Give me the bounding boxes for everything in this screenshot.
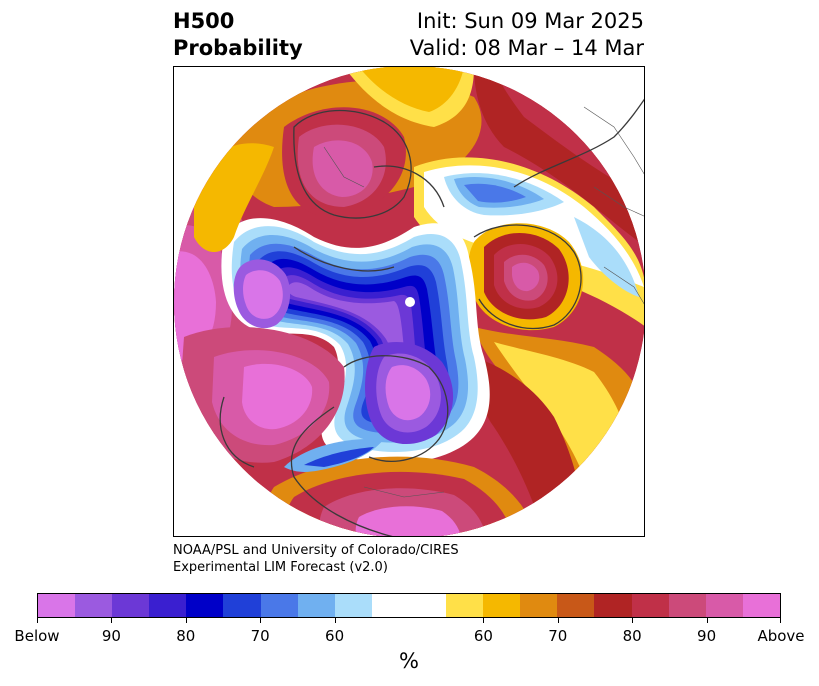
colorbar-tick [706, 618, 708, 623]
colorbar-tick-label: 70 [548, 627, 568, 645]
colorbar-above-segment [668, 594, 706, 617]
colorbar-above-segment [483, 594, 521, 617]
polar-map [173, 66, 645, 537]
colorbar-tick-label: 80 [622, 627, 642, 645]
colorbar-neutral-segment [371, 594, 447, 617]
colorbar-above-segment [594, 594, 632, 617]
colorbar-below-segment [38, 594, 76, 617]
colorbar-below-segment [223, 594, 261, 617]
north-pole-marker [405, 297, 415, 307]
colorbar-tick-label: 60 [473, 627, 493, 645]
colorbar-above-segment [705, 594, 743, 617]
probability-map-svg [174, 67, 644, 536]
colorbar-above-segment [520, 594, 558, 617]
title-variable: H500 [173, 9, 235, 33]
map-title-left: H500 Probability [173, 8, 303, 62]
colorbar-tick [483, 618, 485, 623]
colorbar-tick-label: 80 [176, 627, 196, 645]
colorbar-tick-label: 70 [250, 627, 270, 645]
colorbar-tick-label: Below [14, 627, 60, 645]
colorbar-tick [260, 618, 262, 623]
map-title-right: Init: Sun 09 Mar 2025 Valid: 08 Mar – 14… [410, 8, 644, 62]
colorbar-below-segment [186, 594, 224, 617]
probability-colorbar [37, 593, 781, 618]
init-date: Init: Sun 09 Mar 2025 [416, 9, 644, 33]
credit-institution: NOAA/PSL and University of Colorado/CIRE… [173, 543, 459, 558]
colorbar-above-segment [631, 594, 669, 617]
colorbar-tick-label: 90 [101, 627, 121, 645]
colorbar-tick [185, 618, 187, 623]
colorbar-below-segment [149, 594, 187, 617]
colorbar-tick [111, 618, 113, 623]
colorbar-tick-label: 60 [325, 627, 345, 645]
map-credit: NOAA/PSL and University of Colorado/CIRE… [173, 542, 459, 576]
colorbar-above-segment [742, 594, 780, 617]
colorbar-tick-label: 90 [697, 627, 717, 645]
colorbar-above-segment [446, 594, 484, 617]
colorbar-tick [557, 618, 559, 623]
borders [323, 106, 644, 498]
colorbar-below-segment [297, 594, 335, 617]
colorbar-below-segment [334, 594, 372, 617]
colorbar-tick [334, 618, 336, 623]
coastlines [219, 98, 644, 536]
colorbar-tick [632, 618, 634, 623]
colorbar-below-segment [75, 594, 113, 617]
valid-range: Valid: 08 Mar – 14 Mar [409, 36, 644, 60]
colorbar-below-segment [112, 594, 150, 617]
colorbar-tick-label: Above [757, 627, 805, 645]
colorbar-tick [37, 618, 38, 623]
colorbar-below-segment [260, 594, 298, 617]
title-product: Probability [173, 36, 303, 60]
colorbar-units: % [399, 649, 419, 673]
colorbar-above-segment [557, 594, 595, 617]
colorbar-tick [780, 618, 781, 623]
credit-product: Experimental LIM Forecast (v2.0) [173, 560, 388, 575]
